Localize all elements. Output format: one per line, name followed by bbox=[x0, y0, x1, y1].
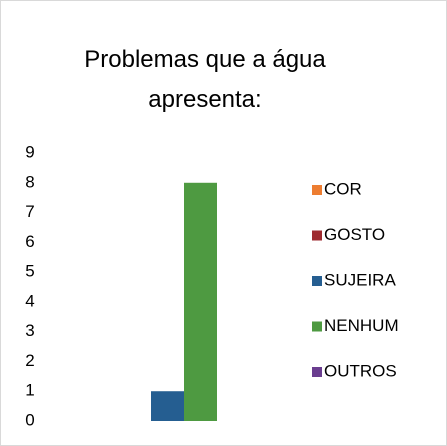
y-tick-label: 3 bbox=[25, 321, 34, 340]
legend-label: COR bbox=[324, 179, 362, 198]
chart-title: Problemas que a água apresenta: bbox=[84, 46, 326, 113]
y-tick-label: 9 bbox=[25, 142, 34, 161]
bar bbox=[184, 182, 217, 421]
legend-label: OUTROS bbox=[324, 361, 397, 380]
legend-swatch bbox=[312, 230, 322, 241]
y-tick-label: 4 bbox=[25, 291, 34, 310]
legend-swatch bbox=[312, 185, 322, 195]
legend-swatch bbox=[312, 367, 322, 377]
legend-swatch bbox=[312, 276, 322, 286]
bar bbox=[151, 391, 184, 421]
y-tick-label: 7 bbox=[25, 202, 34, 221]
y-tick-label: 0 bbox=[25, 410, 34, 429]
legend-label: NENHUM bbox=[324, 316, 399, 335]
legend-label: SUJEIRA bbox=[324, 270, 396, 289]
y-tick-label: 1 bbox=[25, 381, 34, 400]
legend-label: GOSTO bbox=[324, 225, 385, 244]
y-tick-label: 5 bbox=[25, 262, 34, 281]
y-tick-label: 8 bbox=[25, 172, 34, 191]
legend-swatch bbox=[312, 321, 322, 332]
y-tick-label: 2 bbox=[25, 351, 34, 370]
y-tick-label: 6 bbox=[25, 232, 34, 251]
